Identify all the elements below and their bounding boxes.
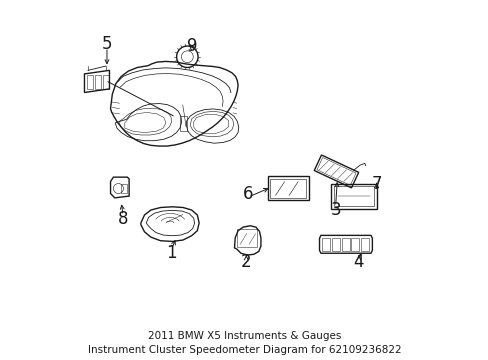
- Text: 7: 7: [371, 175, 381, 193]
- Text: 5: 5: [102, 35, 112, 53]
- Text: 2011 BMW X5 Instruments & Gauges
Instrument Cluster Speedometer Diagram for 6210: 2011 BMW X5 Instruments & Gauges Instrum…: [87, 330, 401, 355]
- Bar: [267, 176, 308, 200]
- Bar: [322, 238, 329, 251]
- Bar: [180, 116, 186, 131]
- Bar: [330, 184, 376, 208]
- Text: 6: 6: [243, 185, 253, 203]
- Bar: [270, 179, 305, 198]
- Bar: [350, 238, 358, 251]
- Text: 4: 4: [353, 253, 364, 271]
- Bar: [237, 229, 257, 247]
- Text: 3: 3: [329, 201, 340, 219]
- Text: 8: 8: [118, 210, 128, 228]
- Bar: [103, 75, 108, 89]
- Bar: [121, 184, 127, 193]
- Bar: [95, 75, 101, 89]
- Bar: [341, 238, 349, 251]
- Bar: [87, 75, 93, 89]
- Bar: [360, 238, 368, 251]
- Bar: [331, 238, 339, 251]
- Bar: [333, 186, 373, 206]
- Text: 9: 9: [187, 37, 198, 55]
- Text: 2: 2: [241, 253, 251, 271]
- Text: 1: 1: [165, 244, 176, 262]
